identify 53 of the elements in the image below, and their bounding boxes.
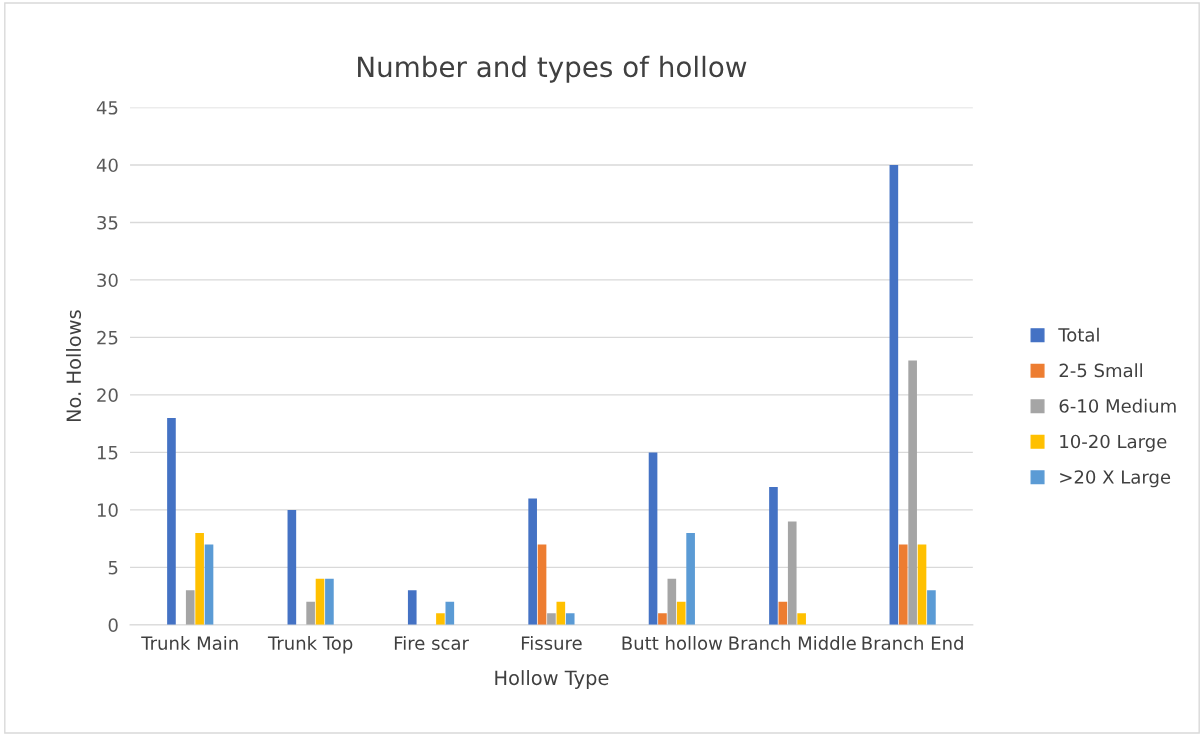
- bar: [917, 544, 927, 625]
- bar: [195, 532, 204, 625]
- y-tick-label: 10: [97, 503, 118, 517]
- bar: [185, 590, 195, 625]
- y-axis-title: No. Hollows: [66, 310, 82, 422]
- bar: [528, 498, 537, 625]
- legend-label: Total: [1058, 327, 1099, 342]
- bar: [676, 601, 686, 625]
- bar: [287, 509, 297, 625]
- bar: [648, 452, 658, 625]
- x-tick-label: Trunk Top: [267, 635, 353, 654]
- bar: [565, 613, 575, 625]
- bar: [407, 590, 417, 625]
- x-tick-label: Trunk Main: [141, 635, 238, 650]
- bar: [686, 532, 695, 625]
- chart-title: Number and types of hollow: [358, 55, 747, 83]
- x-tick-label: Branch Middle: [729, 635, 856, 650]
- bar: [167, 417, 176, 625]
- bar: [889, 164, 899, 625]
- y-tick-label: 30: [97, 273, 118, 288]
- bar: [787, 521, 797, 625]
- x-axis-title: Hollow Type: [495, 670, 609, 689]
- x-tick-label: Fissure: [521, 635, 582, 650]
- legend-label: 6-10 Medium: [1059, 398, 1176, 413]
- bar: [436, 613, 445, 625]
- x-tick-label: Branch End: [862, 635, 963, 650]
- bar: [537, 544, 547, 625]
- bar: [658, 613, 667, 625]
- y-tick-label: 40: [96, 158, 118, 173]
- y-tick-label: 45: [96, 101, 118, 115]
- x-tick-label: Butt hollow: [622, 635, 723, 650]
- y-tick-label: 5: [108, 561, 118, 575]
- y-tick-label: 35: [97, 215, 118, 230]
- bar: [908, 360, 917, 625]
- bar: [445, 601, 455, 625]
- y-tick-label: 25: [97, 330, 118, 345]
- x-tick-label: Fire scar: [394, 635, 469, 650]
- legend-label: >20 X Large: [1060, 470, 1171, 488]
- bar: [204, 544, 214, 625]
- bar: [547, 613, 556, 625]
- y-tick-label: 20: [97, 388, 118, 403]
- bar: [769, 486, 778, 625]
- y-tick-label: 15: [97, 446, 118, 460]
- legend-label: 2-5 Small: [1059, 363, 1142, 378]
- bar: [315, 578, 325, 625]
- bar: [898, 544, 908, 625]
- bar: [325, 578, 334, 625]
- bar: [927, 590, 936, 625]
- bar: [797, 613, 806, 625]
- legend-label: 10-20 Large: [1060, 434, 1167, 452]
- bar: [306, 601, 315, 625]
- bar: [667, 578, 677, 625]
- y-tick-label: 0: [108, 618, 118, 632]
